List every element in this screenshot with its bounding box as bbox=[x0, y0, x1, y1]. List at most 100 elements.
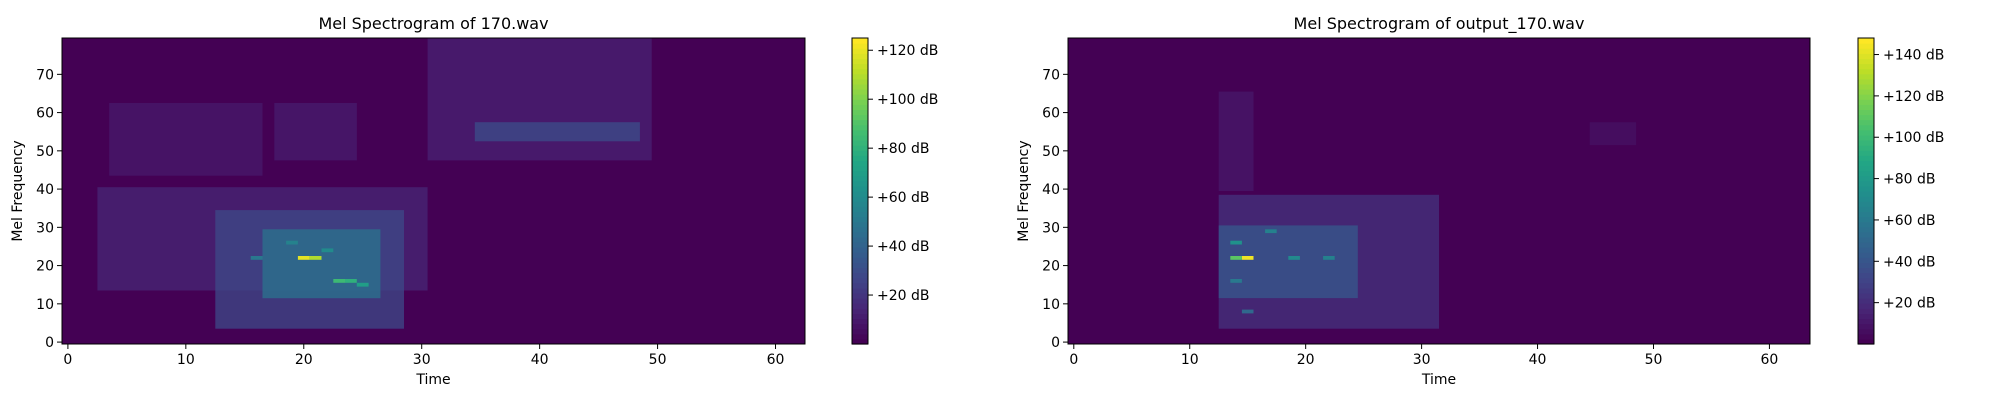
colorbar-segment bbox=[1858, 221, 1874, 228]
colorbar-segment bbox=[1858, 58, 1874, 65]
heatmap-energy-region bbox=[474, 122, 640, 142]
colorbar-segment bbox=[1858, 252, 1874, 258]
colorbar-segment bbox=[852, 180, 868, 187]
chart-title: Mel Spectrogram of output_170.wav bbox=[1294, 14, 1585, 34]
heatmap-peak-cell bbox=[250, 256, 263, 260]
plot-frame bbox=[1067, 37, 1811, 345]
colorbar-tick-label: +80 dB bbox=[1883, 172, 1936, 188]
colorbar-segment bbox=[852, 338, 868, 345]
y-axis-label: Mel Frequency bbox=[10, 140, 26, 241]
heatmap-peak-cell bbox=[356, 282, 369, 287]
colorbar-segment bbox=[852, 333, 868, 340]
heatmap-peak-cell bbox=[1265, 229, 1277, 234]
colorbar-segment bbox=[1858, 211, 1874, 218]
y-tick-label: 50 bbox=[1042, 144, 1060, 160]
colorbar-segment bbox=[1858, 99, 1874, 105]
colorbar-segment bbox=[852, 175, 868, 182]
x-tick-label: 60 bbox=[1761, 352, 1779, 368]
colorbar-segment bbox=[852, 242, 868, 248]
colorbar-segment bbox=[1858, 129, 1874, 136]
colorbar-segment bbox=[1858, 196, 1874, 202]
y-tick-label: 40 bbox=[1042, 182, 1060, 198]
colorbar-segment bbox=[852, 226, 868, 233]
heatmap-peak-cell bbox=[286, 240, 298, 245]
colorbar-segment bbox=[852, 48, 868, 54]
colorbar-segment bbox=[1858, 180, 1874, 187]
colorbar-segment bbox=[1858, 201, 1874, 207]
heatmap-energy-region bbox=[274, 103, 357, 161]
colorbar-segment bbox=[1858, 338, 1874, 345]
heatmap-peak-cell bbox=[1230, 240, 1242, 245]
heatmap-peak-cell bbox=[1230, 256, 1242, 260]
colorbar-segment bbox=[852, 221, 868, 228]
colorbar-segment bbox=[852, 216, 868, 223]
colorbar-segment bbox=[1858, 175, 1874, 182]
colorbar-segment bbox=[852, 129, 868, 136]
y-tick-label: 10 bbox=[1042, 297, 1060, 313]
heatmap-peak-cell bbox=[345, 279, 357, 283]
x-axis-label: Time bbox=[1421, 372, 1456, 388]
colorbar-segment bbox=[1858, 89, 1874, 95]
colorbar-segment bbox=[1858, 191, 1874, 197]
y-tick-label: 60 bbox=[1042, 106, 1060, 122]
spectrogram-panel-1: Mel Spectrogram of 170.wav 0 10 20 30 40 50 60 0… bbox=[10, 14, 938, 388]
colorbar-segment bbox=[1858, 43, 1874, 49]
colorbar-segment bbox=[852, 53, 868, 59]
colorbar-segment bbox=[852, 160, 868, 167]
colorbar-segment bbox=[1858, 303, 1874, 309]
colorbar-segment bbox=[852, 196, 868, 202]
colorbar-segment bbox=[1858, 328, 1874, 335]
colorbar-segment bbox=[1858, 160, 1874, 167]
colorbar-segment bbox=[852, 94, 868, 100]
chart-title: Mel Spectrogram of 170.wav bbox=[318, 14, 548, 33]
heatmap-peak-cell bbox=[309, 256, 322, 260]
colorbar-segment bbox=[1858, 313, 1874, 320]
colorbar-segment bbox=[1858, 267, 1874, 274]
colorbar-segment bbox=[852, 185, 868, 192]
colorbar-segment bbox=[852, 247, 868, 253]
colorbar-segment bbox=[852, 252, 868, 258]
y-tick-label: 60 bbox=[36, 106, 54, 122]
colorbar-tick-label: +20 dB bbox=[877, 288, 930, 304]
colorbar-segment bbox=[1858, 226, 1874, 233]
colorbar-segment bbox=[1858, 104, 1874, 110]
heatmap-peak-cell bbox=[1323, 256, 1335, 260]
heatmap-energy-region bbox=[427, 38, 652, 161]
colorbar-segment bbox=[852, 272, 868, 279]
y-tick-label: 70 bbox=[1042, 67, 1060, 83]
y-tick-label: 10 bbox=[36, 297, 54, 313]
colorbar-segment bbox=[1858, 119, 1874, 126]
x-tick-label: 0 bbox=[63, 352, 72, 368]
y-tick-label: 50 bbox=[36, 144, 54, 160]
colorbar-segment bbox=[852, 206, 868, 212]
colorbar-segment bbox=[852, 236, 868, 243]
colorbar-segment bbox=[852, 150, 868, 156]
colorbar-segment bbox=[1858, 247, 1874, 253]
y-tick-label: 30 bbox=[36, 220, 54, 236]
colorbar-tick-label: +120 dB bbox=[877, 43, 938, 59]
colorbar-segment bbox=[852, 318, 868, 325]
x-tick-label: 30 bbox=[413, 352, 431, 368]
colorbar-segment bbox=[852, 313, 868, 320]
colorbar: +20 dB +40 dB +60 dB +80 dB +100 dB +120 dB +1… bbox=[1857, 37, 1944, 345]
x-axis-label: Time bbox=[415, 372, 450, 388]
colorbar-segment bbox=[1858, 63, 1874, 70]
colorbar-tick-label: +100 dB bbox=[877, 92, 938, 108]
heatmap-peak-cell bbox=[1241, 309, 1254, 314]
colorbar-segment bbox=[1858, 140, 1874, 146]
colorbar-segment bbox=[1858, 231, 1874, 238]
colorbar-segment bbox=[1858, 272, 1874, 279]
x-tick-label: 20 bbox=[1297, 352, 1315, 368]
colorbar-segment bbox=[1858, 277, 1874, 284]
colorbar-segment bbox=[852, 165, 868, 172]
y-tick-label: 20 bbox=[1042, 259, 1060, 275]
colorbar-segment bbox=[852, 293, 868, 299]
colorbar-segment bbox=[1858, 216, 1874, 223]
colorbar-segment bbox=[852, 43, 868, 49]
colorbar-segment bbox=[852, 134, 868, 141]
colorbar-segment bbox=[852, 282, 868, 289]
colorbar-segment bbox=[1858, 145, 1874, 151]
colorbar-segment bbox=[852, 109, 868, 116]
x-tick-label: 30 bbox=[1413, 352, 1431, 368]
